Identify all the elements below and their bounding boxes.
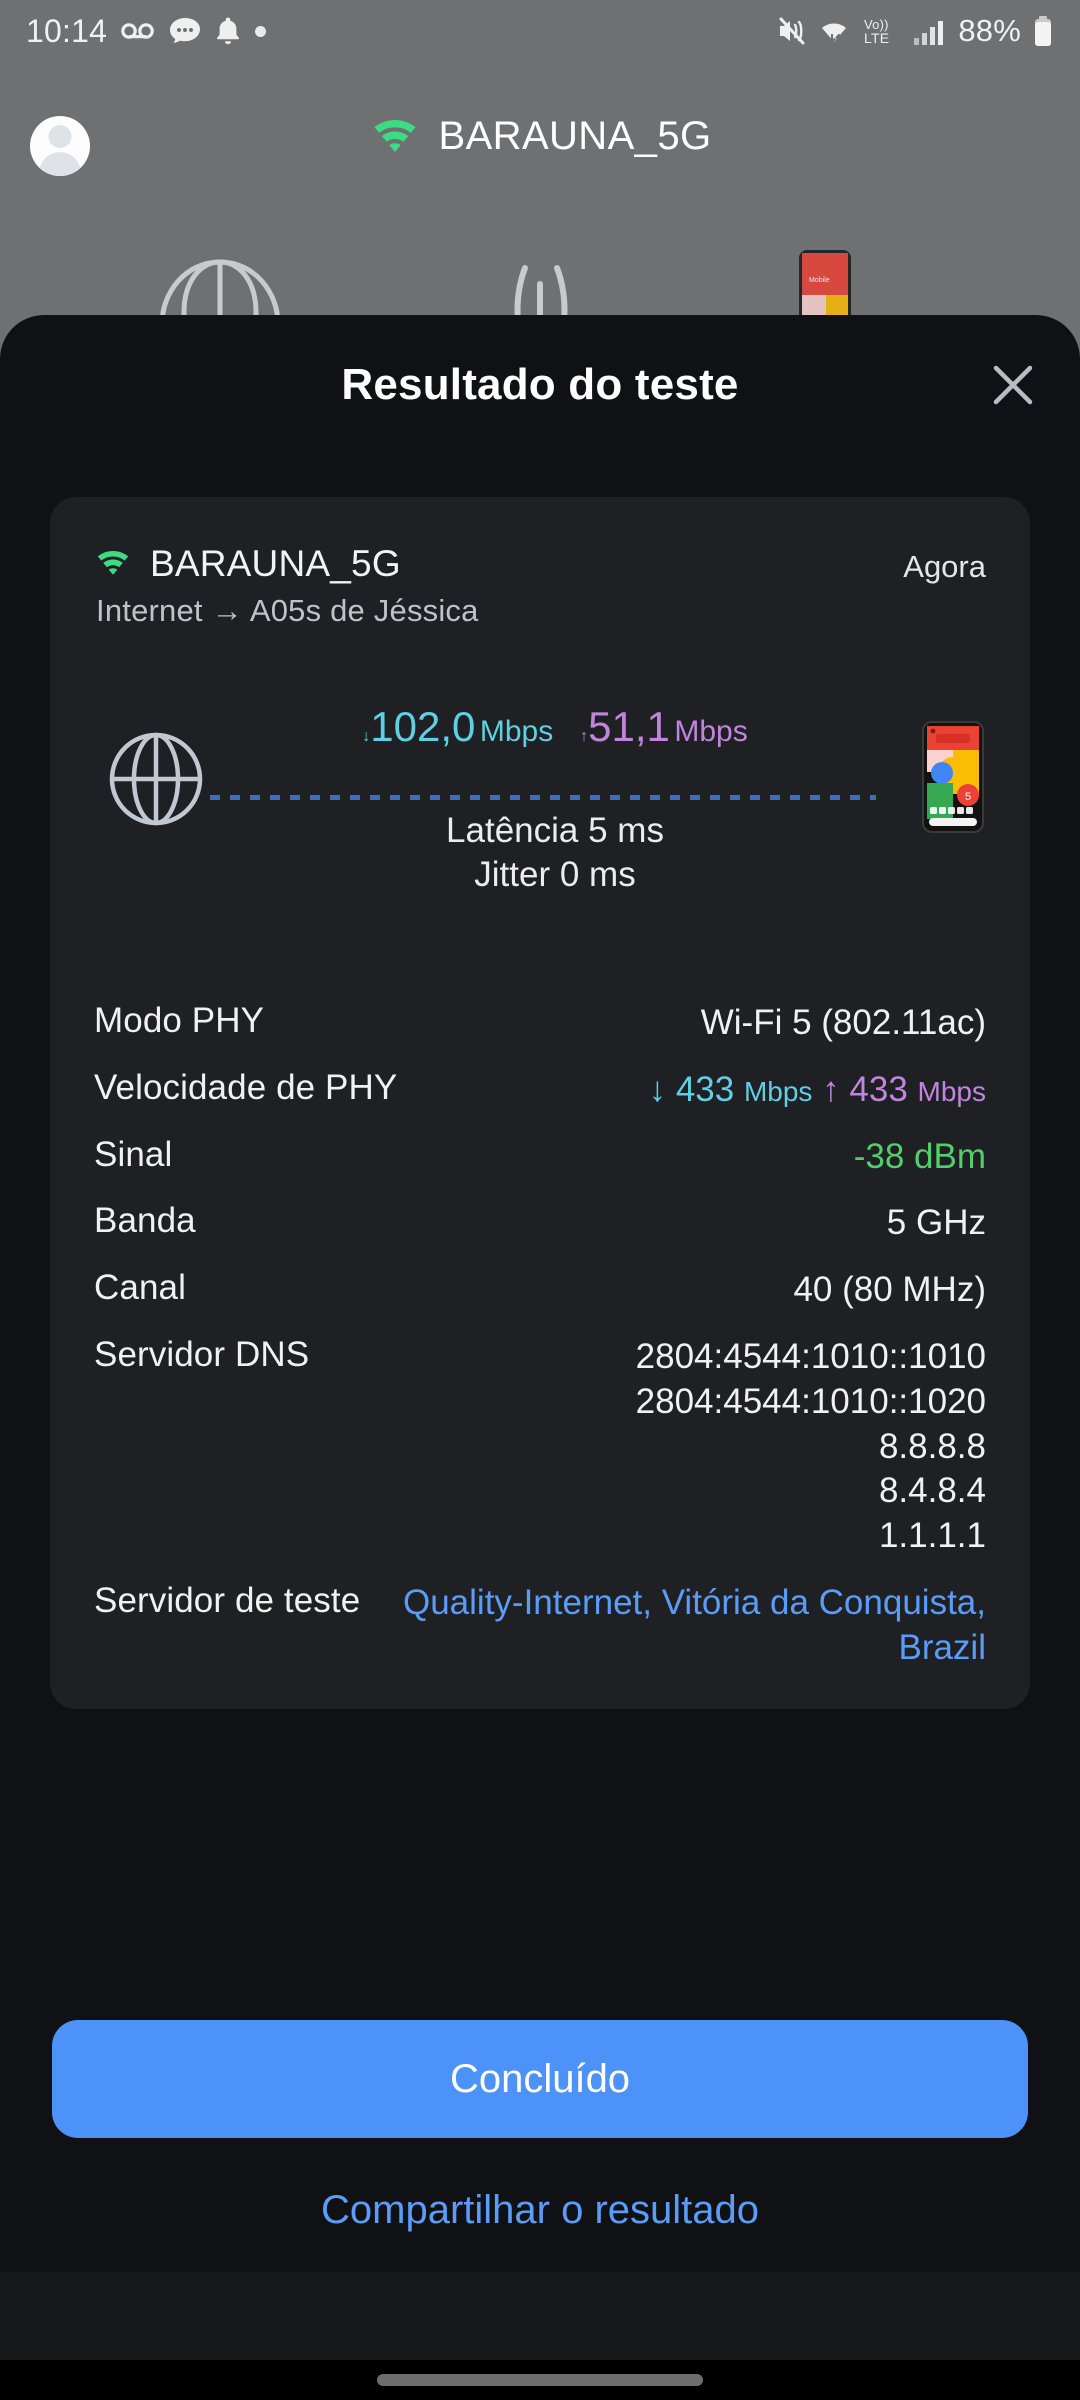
latency-text: Latência 5 ms bbox=[446, 811, 664, 850]
detail-label: Canal bbox=[94, 1268, 186, 1308]
result-card-header: BARAUNA_5G Agora bbox=[94, 543, 986, 585]
jitter-text: Jitter 0 ms bbox=[474, 855, 636, 895]
navigation-gesture-area bbox=[0, 2360, 1080, 2400]
detail-row-sinal: Sinal -38 dBm bbox=[94, 1135, 986, 1180]
status-bar-clock: 10:14 bbox=[26, 12, 108, 49]
detail-label: Velocidade de PHY bbox=[94, 1067, 398, 1107]
test-server-link[interactable]: Quality-Internet, Vitória da Conquista, … bbox=[402, 1582, 986, 1667]
detail-value: Wi-Fi 5 (802.11ac) bbox=[700, 1003, 986, 1042]
status-bar-right: Vo)) LTE 88% bbox=[776, 13, 1054, 49]
ssid-row: BARAUNA_5G bbox=[94, 543, 401, 585]
download-value: 102,0 bbox=[370, 703, 476, 750]
speed-readout: ↓102,0 Mbps ↑51,1 Mbps bbox=[254, 703, 856, 751]
result-path: Internet → A05s de Jéssica bbox=[96, 593, 479, 628]
volte-icon: Vo)) LTE bbox=[862, 15, 902, 47]
mute-icon bbox=[776, 16, 806, 46]
signal-icon bbox=[913, 16, 947, 46]
phy-upload-unit: Mbps bbox=[917, 1075, 986, 1107]
detail-row-servidor-dns: Servidor DNS 2804:4544:1010::1010 2804:4… bbox=[94, 1335, 986, 1559]
svg-text:Vo)): Vo)) bbox=[864, 17, 889, 32]
download-unit: Mbps bbox=[479, 715, 554, 748]
dns-server-item: 1.1.1.1 bbox=[878, 1516, 986, 1556]
bell-icon bbox=[215, 16, 241, 46]
phy-upload-value: 433 bbox=[849, 1069, 908, 1109]
dns-server-item: 8.4.8.4 bbox=[878, 1471, 986, 1511]
detail-row-banda: Banda 5 GHz bbox=[94, 1201, 986, 1246]
detail-row-canal: Canal 40 (80 MHz) bbox=[94, 1268, 986, 1313]
share-result-link[interactable]: Compartilhar o resultado bbox=[321, 2188, 759, 2232]
detail-label: Servidor de teste bbox=[94, 1580, 361, 1620]
background-network-title: BARAUNA_5G bbox=[438, 114, 712, 158]
test-result-sheet: Resultado do teste BARAUNA_5G Agora Inte… bbox=[0, 315, 1080, 2400]
status-bar-left: 10:14 bbox=[26, 12, 267, 50]
speed-diagram: 5 ↓102,0 Mbps ↑51,1 Mbps Latência 5 ms bbox=[94, 681, 986, 931]
wifi-icon-small bbox=[94, 547, 132, 582]
dns-server-item: 8.8.8.8 bbox=[878, 1426, 986, 1466]
result-timestamp: Agora bbox=[903, 549, 986, 584]
voicemail-icon bbox=[121, 20, 155, 42]
battery-icon bbox=[1032, 15, 1054, 47]
close-icon[interactable] bbox=[976, 348, 1050, 422]
detail-value-signal: -38 dBm bbox=[853, 1136, 986, 1176]
detail-label: Servidor DNS bbox=[94, 1334, 310, 1374]
result-card: BARAUNA_5G Agora Internet → A05s de Jéss… bbox=[50, 497, 1030, 1709]
upload-unit: Mbps bbox=[674, 715, 748, 748]
svg-text:LTE: LTE bbox=[864, 30, 889, 46]
phy-download-value: 433 bbox=[675, 1069, 735, 1109]
svg-text:Mobile: Mobile bbox=[809, 277, 830, 284]
background-network-header: BARAUNA_5G bbox=[0, 112, 1080, 161]
battery-percent-label: 88% bbox=[958, 13, 1021, 48]
detail-label: Banda bbox=[94, 1201, 196, 1241]
device-phone-icon: 5 bbox=[922, 721, 984, 838]
phy-download-unit: Mbps bbox=[743, 1075, 813, 1107]
detail-table: Modo PHY Wi-Fi 5 (802.11ac) Velocidade d… bbox=[94, 1001, 986, 1671]
upload-value: 51,1 bbox=[588, 703, 670, 750]
status-bar: 10:14 Vo)) LTE 88% bbox=[0, 0, 1080, 62]
latency-jitter: Latência 5 ms Jitter 0 ms bbox=[254, 809, 856, 897]
detail-value-dns-list: 2804:4544:1010::1010 2804:4544:1010::102… bbox=[636, 1335, 986, 1559]
download-arrow-icon: ↓ bbox=[362, 728, 371, 745]
wifi-data-icon bbox=[817, 16, 851, 46]
detail-label: Modo PHY bbox=[94, 1001, 265, 1040]
detail-row-velocidade-phy: Velocidade de PHY ↓ 433 Mbps ↑ 433 Mbps bbox=[94, 1068, 986, 1113]
upload-arrow-icon: ↑ bbox=[580, 728, 589, 745]
background-app-header: BARAUNA_5G bbox=[0, 100, 1080, 210]
phy-download-arrow-icon: ↓ bbox=[648, 1069, 667, 1109]
dns-server-item: 2804:4544:1010::1020 bbox=[635, 1381, 986, 1421]
done-button[interactable]: Concluído bbox=[52, 2020, 1028, 2138]
detail-label: Sinal bbox=[94, 1134, 173, 1174]
connection-line bbox=[210, 795, 876, 800]
dns-server-item: 2804:4544:1010::1010 bbox=[635, 1336, 986, 1376]
wifi-icon bbox=[369, 112, 421, 161]
avatar[interactable] bbox=[30, 116, 90, 176]
detail-value-phy-speed: ↓ 433 Mbps ↑ 433 Mbps bbox=[649, 1068, 986, 1113]
gesture-bar[interactable] bbox=[377, 2374, 703, 2386]
detail-row-modo-phy: Modo PHY Wi-Fi 5 (802.11ac) bbox=[94, 1001, 986, 1046]
detail-value: 5 GHz bbox=[886, 1203, 986, 1243]
sheet-actions: Concluído Compartilhar o resultado bbox=[0, 2020, 1080, 2233]
phy-upload-arrow-icon: ↑ bbox=[822, 1069, 840, 1109]
sheet-bottom-spacer bbox=[0, 2272, 1080, 2360]
message-icon bbox=[169, 16, 201, 46]
svg-text:5: 5 bbox=[965, 791, 971, 803]
dot-icon bbox=[255, 25, 267, 37]
detail-row-servidor-teste: Servidor de teste Quality-Internet, Vitó… bbox=[94, 1581, 986, 1671]
page-title: Resultado do teste bbox=[341, 360, 739, 409]
sheet-header: Resultado do teste bbox=[0, 315, 1080, 455]
result-ssid: BARAUNA_5G bbox=[150, 543, 401, 584]
globe-icon bbox=[106, 729, 206, 834]
detail-value: 40 (80 MHz) bbox=[793, 1270, 986, 1310]
